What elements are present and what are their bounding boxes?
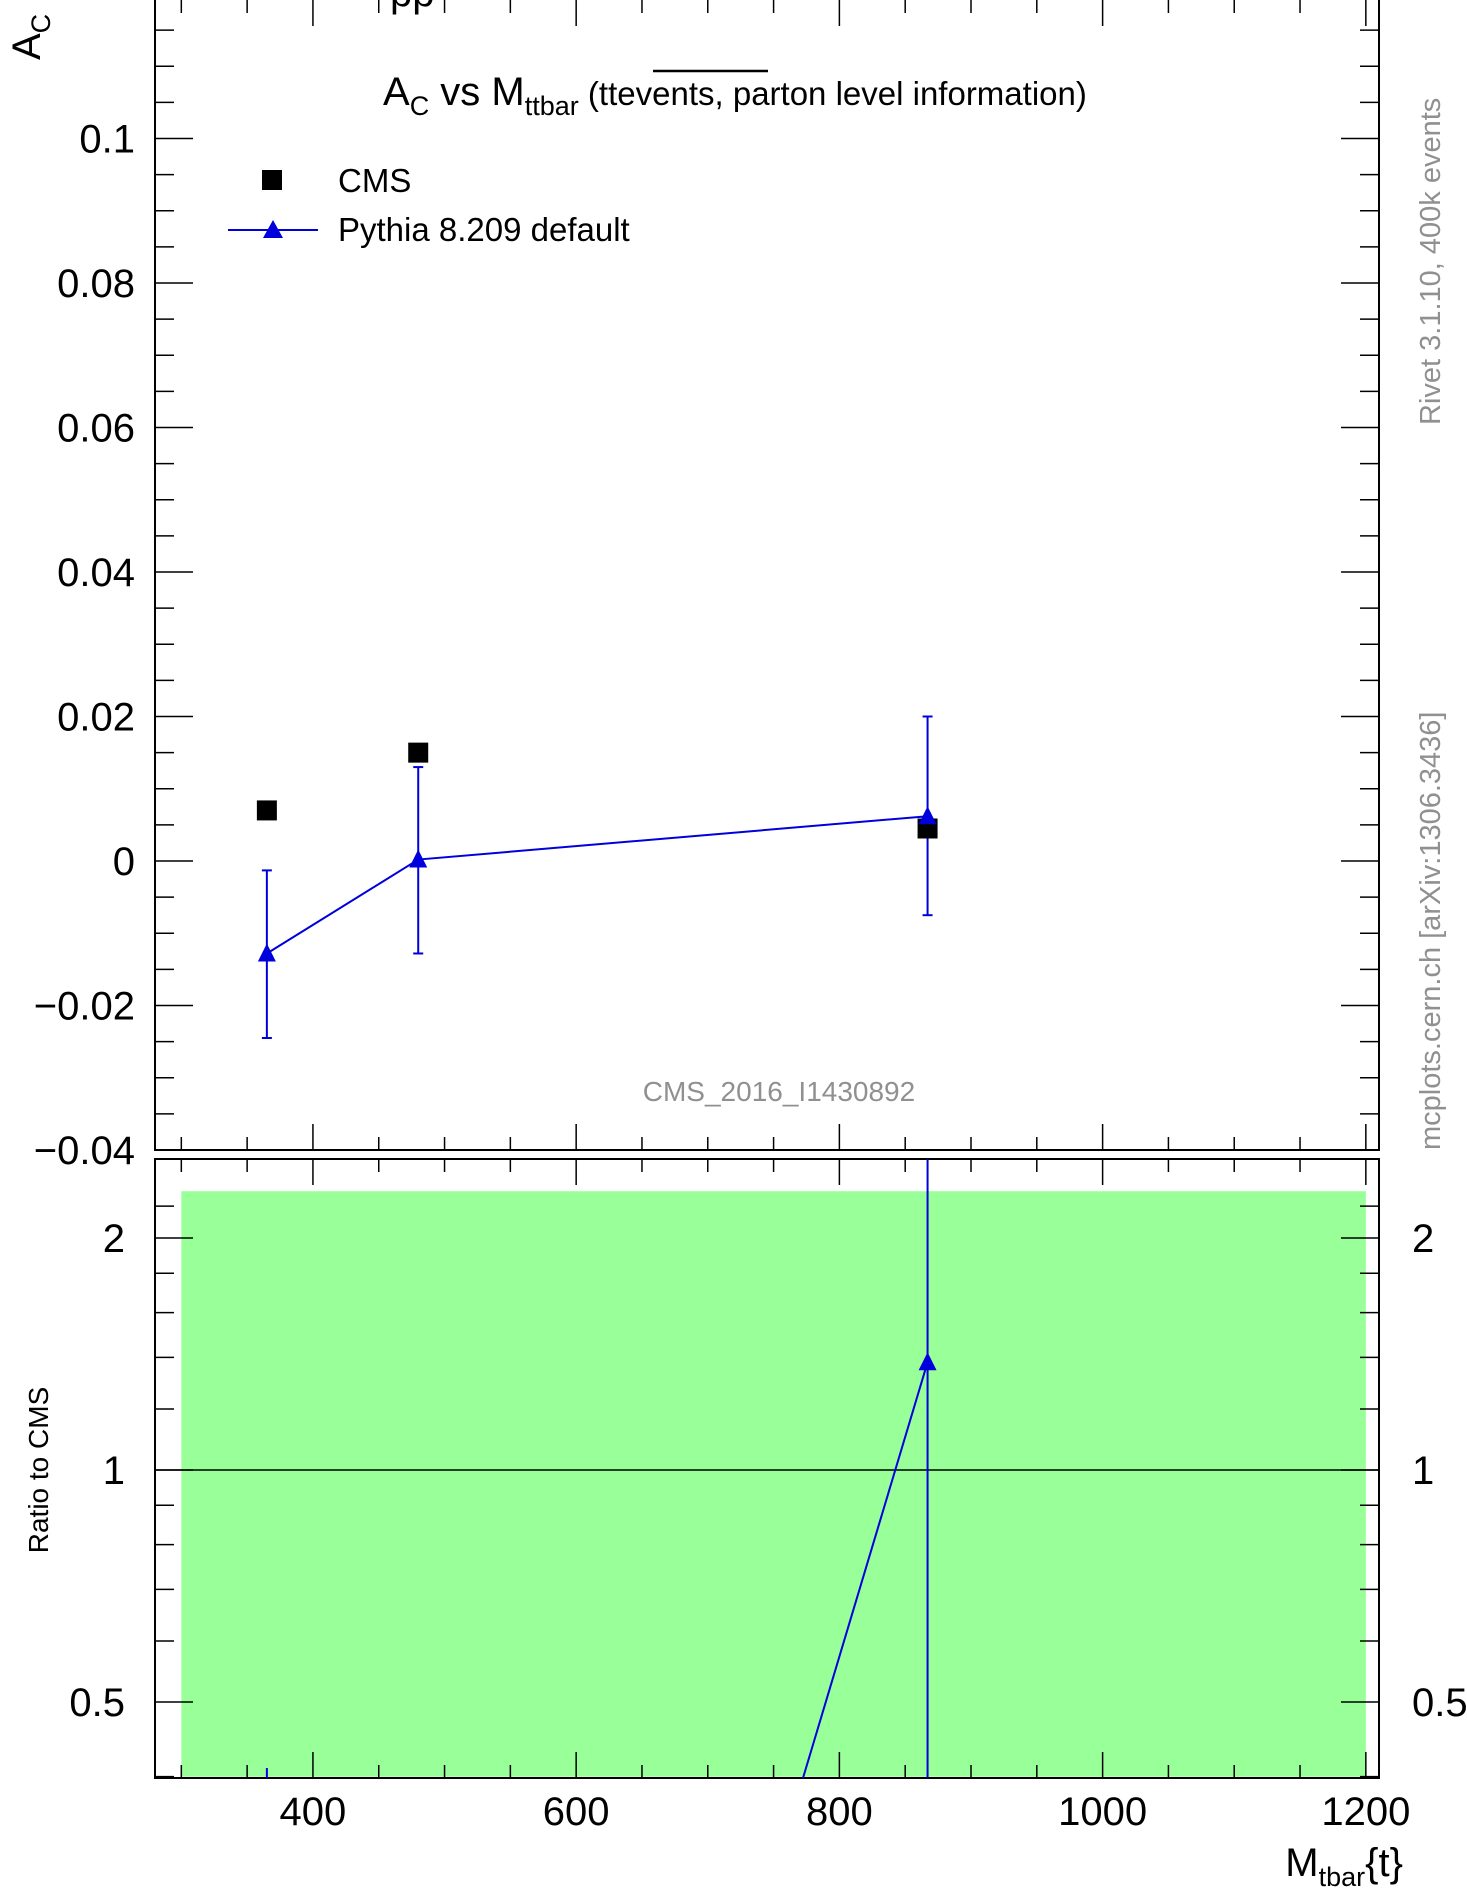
ratio-y-tick-label-right: 0.5: [1412, 1681, 1467, 1725]
x-tick-label: 1000: [1058, 1790, 1147, 1834]
legend-label-pythia: Pythia 8.209 default: [338, 211, 630, 248]
y-tick-label: 0.06: [57, 407, 135, 451]
x-tick-label: 600: [543, 1790, 610, 1834]
y-tick-label: −0.04: [34, 1129, 135, 1173]
ratio-y-tick-label-right: 1: [1412, 1449, 1434, 1493]
main-plot-frame: [154, 0, 1380, 1151]
plot-frames: [154, 0, 1380, 1779]
legend-pythia-marker: [263, 220, 283, 238]
ratio-y-axis-label: Ratio to CMS: [23, 1387, 54, 1554]
legend-label-cms: CMS: [338, 162, 411, 199]
y-tick-label: 0.02: [57, 696, 135, 740]
top-fragment: pp: [390, 0, 435, 15]
analysis-label: CMS_2016_I1430892: [643, 1076, 915, 1107]
pythia-data-point: [409, 849, 428, 868]
cms-data-point: [256, 800, 277, 821]
x-tick-label: 1200: [1321, 1790, 1410, 1834]
ratio-y-tick-label: 0.5: [69, 1681, 125, 1725]
x-axis-label: Mtbar{t}: [1285, 1841, 1403, 1892]
data-marks: [256, 715, 938, 1779]
legend-cms-marker: [262, 170, 282, 190]
y-tick-label: 0.1: [79, 118, 135, 162]
pythia-series-line: [266, 815, 928, 955]
ratio-series-line: [802, 1361, 929, 1779]
x-tick-label: 800: [806, 1790, 873, 1834]
ratio-band-layer: [181, 1191, 1366, 1777]
y-tick-label: 0.04: [57, 551, 135, 595]
chart-title: AC vs Mttbar (ttevents, parton level inf…: [383, 70, 1087, 121]
ratio-y-tick-label: 2: [103, 1217, 125, 1261]
ratio-y-tick-label-right: 2: [1412, 1217, 1434, 1261]
ratio-data-point: [918, 1352, 937, 1371]
y-tick-label: 0.08: [57, 262, 135, 306]
y-axis-label: AC: [5, 14, 56, 60]
side-text-rivet: Rivet 3.1.10, 400k events: [1415, 98, 1447, 425]
y-tick-label: −0.02: [34, 985, 135, 1029]
legend: CMS Pythia 8.209 default: [228, 162, 630, 248]
axis-ticks: 400 600 800 1000 1200 0.1 0.08 0.06 0.04 0.02 0 −0.…: [34, 0, 1467, 1834]
pythia-data-point: [257, 943, 276, 962]
ratio-band: [181, 1191, 1366, 1777]
ratio-y-tick-label: 1: [103, 1449, 125, 1493]
y-tick-label: 0: [113, 840, 135, 884]
x-tick-label: 400: [280, 1790, 347, 1834]
cms-data-point: [408, 742, 429, 763]
ratio-plot-frame: [154, 1158, 1380, 1779]
pythia-data-point: [918, 806, 937, 825]
side-text-mcplots: mcplots.cern.ch [arXiv:1306.3436]: [1415, 712, 1447, 1150]
